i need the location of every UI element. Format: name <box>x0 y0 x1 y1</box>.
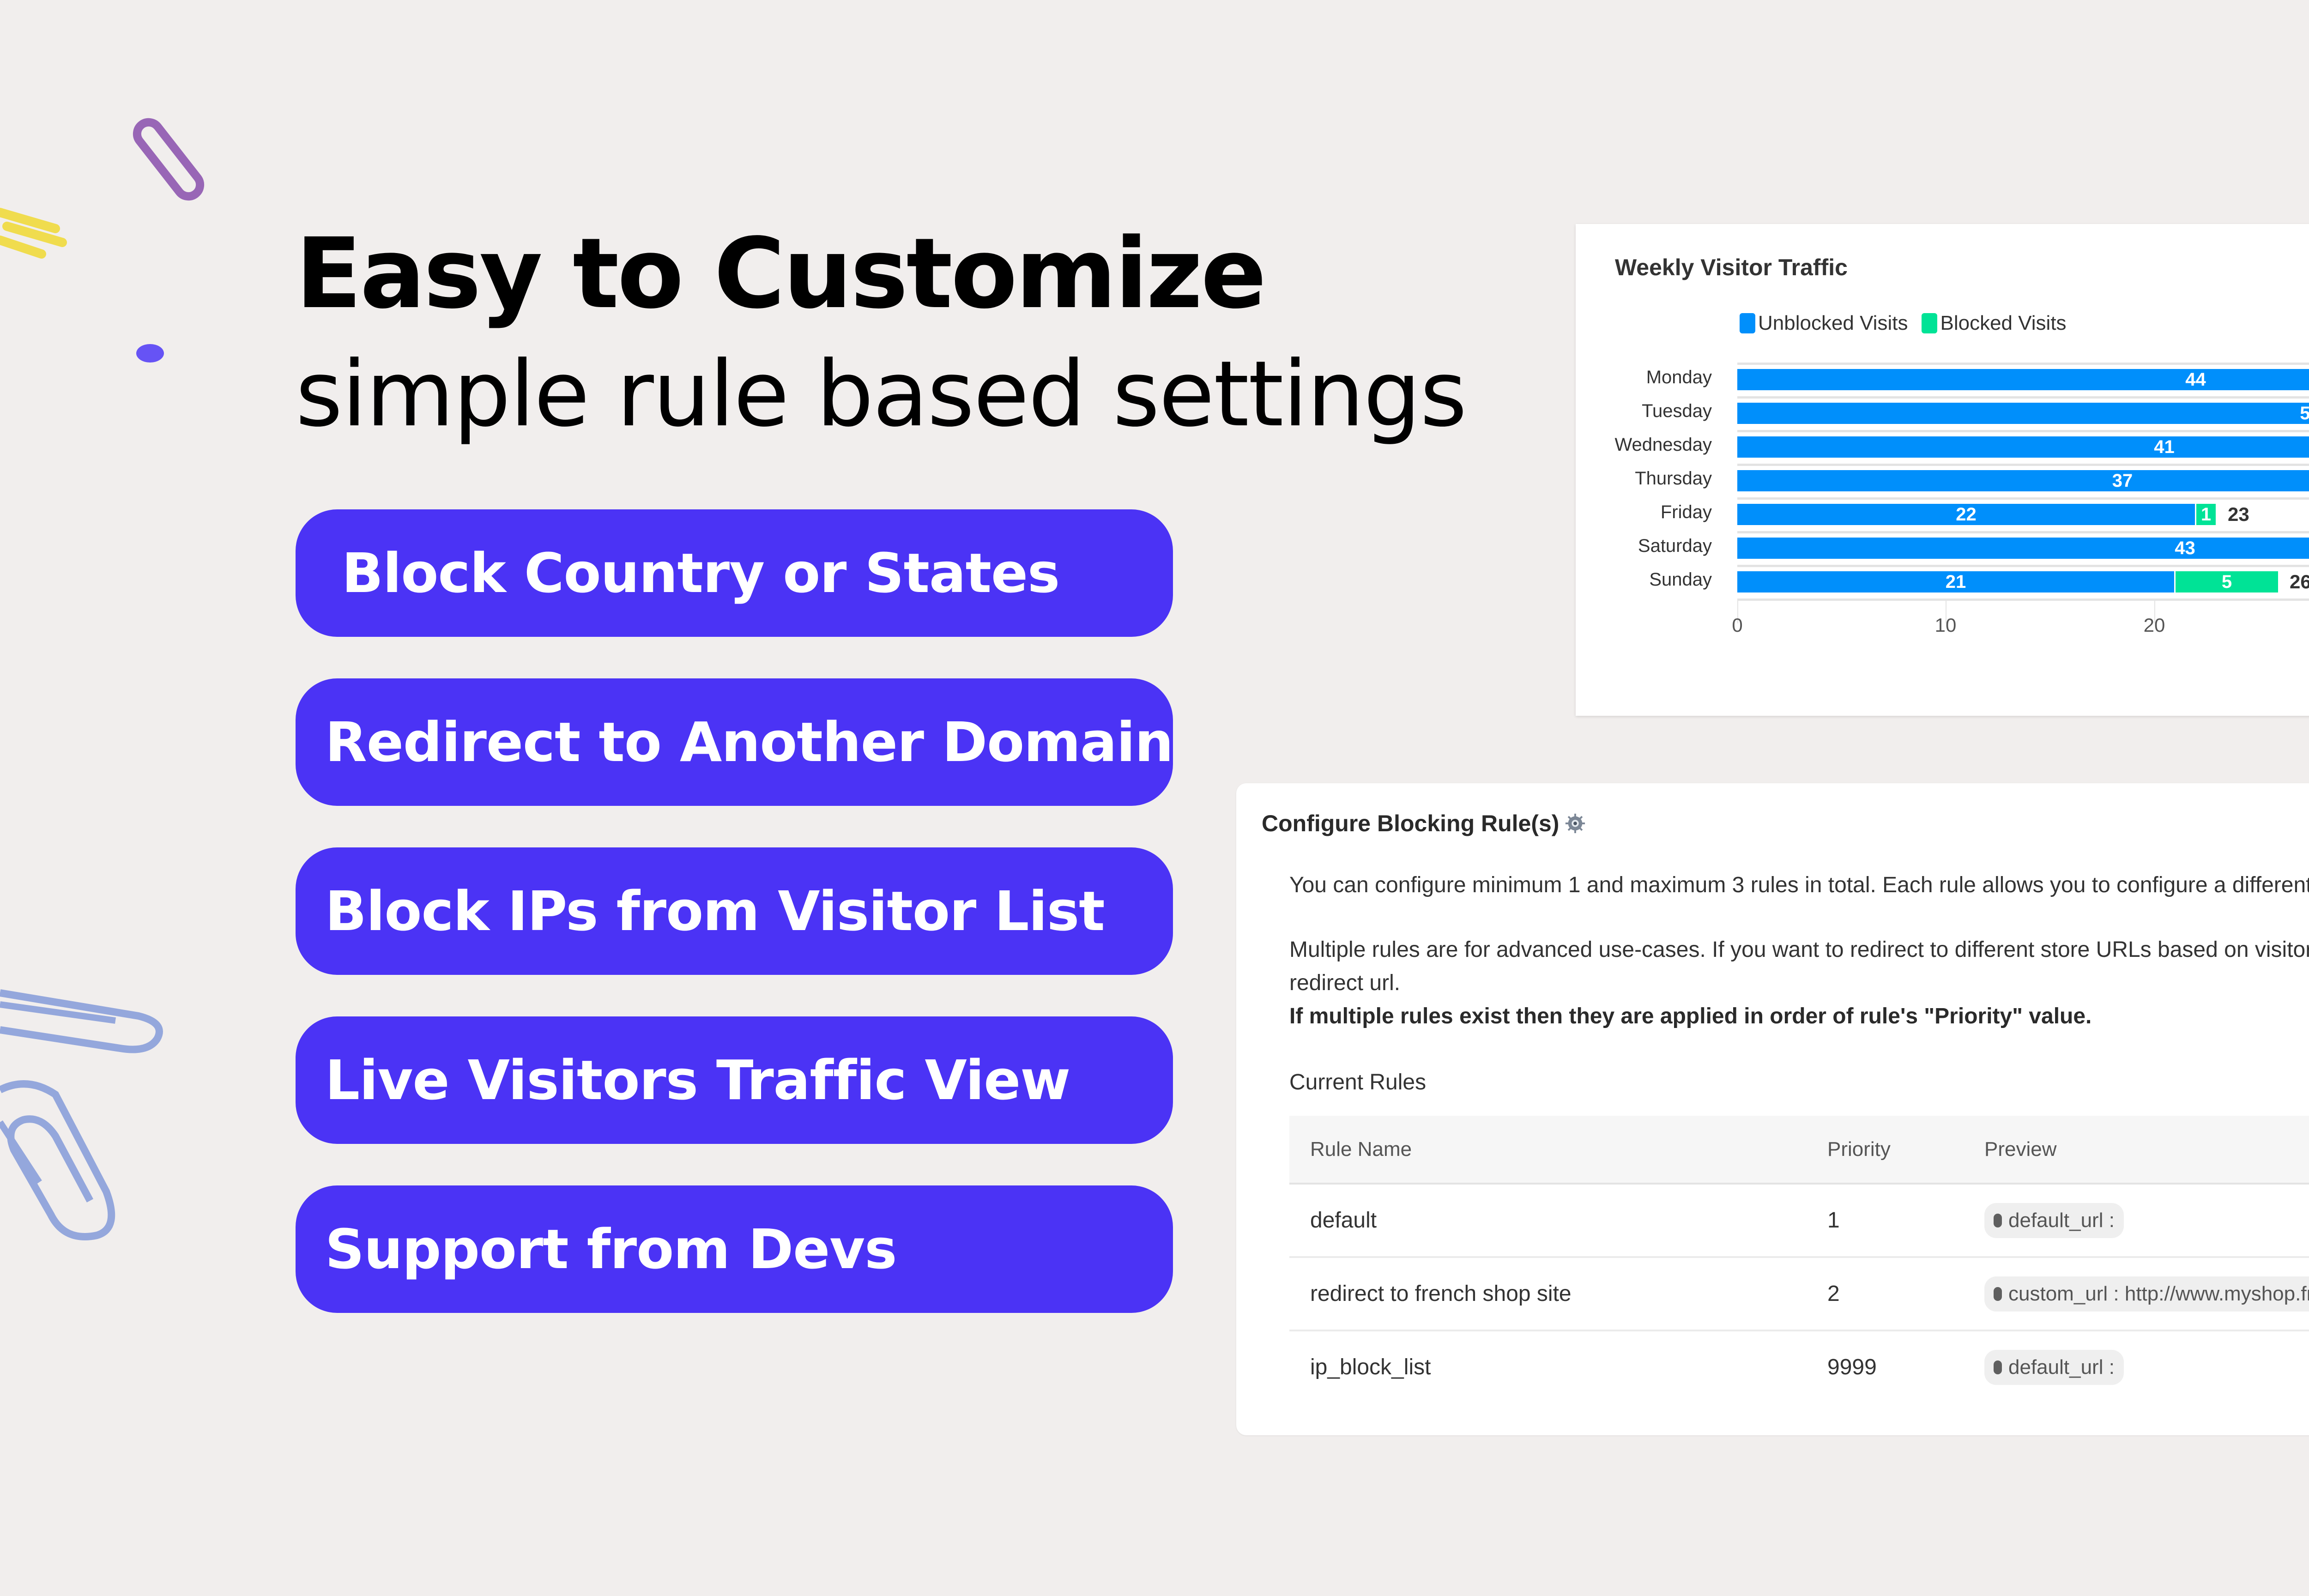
preview-chip: custom_url : http://www.myshop.fr <box>1984 1276 2309 1312</box>
feature-label: Block IPs from Visitor List <box>325 879 1105 943</box>
bar-unblocked[interactable]: 22 <box>1737 504 2196 525</box>
preview-chip: default_url : <box>1984 1203 2124 1238</box>
legend-label: Blocked Visits <box>1940 312 2067 334</box>
purple-dot-icon <box>136 344 164 363</box>
rules-table: Rule Name Priority Preview Action defaul… <box>1289 1116 2309 1403</box>
bar-blocked[interactable]: 1 <box>2196 504 2217 525</box>
rule-name: redirect to french shop site <box>1310 1282 1572 1306</box>
day-label: Wednesday <box>1614 435 1712 455</box>
table-row: redirect to french shop site 2 custom_ur… <box>1289 1258 2309 1331</box>
column-header-preview: Preview <box>1984 1137 2057 1161</box>
legend-swatch-blocked <box>1922 313 1938 333</box>
bar-blocked[interactable]: 5 <box>2176 571 2279 592</box>
column-header-rule-name: Rule Name <box>1310 1137 1412 1161</box>
rule-priority: 9999 <box>1827 1355 1877 1379</box>
rule-priority: 1 <box>1827 1208 1840 1233</box>
bar-unblocked[interactable]: 43 <box>1737 538 2309 559</box>
x-tick: 20 <box>2143 614 2165 636</box>
gear-icon <box>1566 813 1585 834</box>
rule-name: default <box>1310 1208 1377 1233</box>
bar-unblocked[interactable]: 41 <box>1737 436 2309 458</box>
bullet-icon <box>1994 1360 2002 1374</box>
legend-swatch-unblocked <box>1740 313 1755 333</box>
bar-unblocked[interactable]: 21 <box>1737 571 2176 592</box>
rule-preview: default_url : <box>1984 1331 2124 1403</box>
table-header: Rule Name Priority Preview Action <box>1289 1116 2309 1185</box>
legend-label: Unblocked Visits <box>1758 312 1908 334</box>
bar-unblocked[interactable]: 37 <box>1737 470 2309 491</box>
feature-label: Block Country or States <box>342 541 1060 605</box>
blue-paperclip-icon <box>0 1080 115 1240</box>
feature-label: Redirect to Another Domain <box>325 710 1173 774</box>
rules-section-title: Configure Blocking Rule(s) <box>1262 810 1586 837</box>
yellow-stripes-icon <box>0 208 67 259</box>
rules-title-text: Configure Blocking Rule(s) <box>1262 810 1559 836</box>
feature-label: Live Visitors Traffic View <box>325 1048 1070 1112</box>
day-label: Saturday <box>1638 536 1712 556</box>
bar-row-saturday: Saturday 43 4 47 <box>1638 536 2309 559</box>
x-tick: 10 <box>1934 614 1957 636</box>
bullet-icon <box>1994 1213 2002 1227</box>
rule-name: ip_block_list <box>1310 1355 1431 1379</box>
feature-pill-redirect: Redirect to Another Domain <box>296 678 1173 806</box>
preview-text: custom_url : http://www.myshop.fr <box>2008 1282 2309 1305</box>
bar-unblocked[interactable]: 55 <box>1737 403 2309 424</box>
bar-unblocked[interactable]: 44 <box>1737 369 2309 390</box>
bar-row-tuesday: Tuesday 55 2 57 <box>1642 401 2309 424</box>
bar-row-wednesday: Wednesday 41 4 45 <box>1614 435 2309 458</box>
preview-chip: default_url : <box>1984 1349 2124 1385</box>
day-label: Friday <box>1660 502 1712 522</box>
blocking-rules-card: Configure Blocking Rule(s) You can confi… <box>1236 783 2309 1435</box>
rule-preview: custom_url : http://www.myshop.fr <box>1984 1258 2309 1330</box>
rules-description-1: You can configure minimum 1 and maximum … <box>1289 873 2309 897</box>
bar-total: 23 <box>2228 503 2249 525</box>
bar-row-monday: Monday 44 3 47 <box>1646 367 2309 390</box>
column-header-priority: Priority <box>1827 1137 1891 1161</box>
legend-blocked[interactable]: Blocked Visits <box>1922 312 2067 335</box>
day-label: Monday <box>1646 367 1712 387</box>
feature-pill-live-traffic: Live Visitors Traffic View <box>296 1016 1173 1144</box>
bullet-icon <box>1994 1287 2002 1301</box>
rule-preview: default_url : <box>1984 1185 2124 1256</box>
day-label: Sunday <box>1649 569 1712 590</box>
current-rules-label: Current Rules <box>1289 1070 1427 1094</box>
weekly-traffic-chart-card: Weekly Visitor Traffic Unblocked Visits … <box>1576 224 2309 716</box>
headline: Easy to Customize <box>296 217 1267 330</box>
feature-label: Support from Devs <box>325 1217 897 1281</box>
chart-plot-area: Monday 44 3 47 Tuesday 55 2 57 Wednesday… <box>1614 363 2309 640</box>
chart-title: Weekly Visitor Traffic <box>1615 254 1848 280</box>
table-row: ip_block_list 9999 default_url : Edit De… <box>1289 1331 2309 1403</box>
rule-priority: 2 <box>1827 1282 1840 1306</box>
bar-row-friday: Friday 22 1 23 <box>1661 502 2309 525</box>
legend-unblocked[interactable]: Unblocked Visits <box>1740 312 1908 335</box>
feature-pill-block-ips: Block IPs from Visitor List <box>296 847 1173 975</box>
rules-description-2: Multiple rules are for advanced use-case… <box>1289 937 2309 995</box>
bar-total: 26 <box>2290 571 2309 592</box>
blue-paperclip-icon <box>0 989 163 1053</box>
chart-legend: Unblocked Visits Blocked Visits <box>1740 312 2067 335</box>
subheadline: simple rule based settings <box>296 342 1467 447</box>
table-row: default 1 default_url : Edit Delete <box>1289 1185 2309 1258</box>
rules-priority-note: If multiple rules exist then they are ap… <box>1289 1004 2092 1028</box>
day-label: Thursday <box>1635 468 1712 489</box>
purple-paperclip-icon <box>133 118 205 201</box>
day-label: Tuesday <box>1642 401 1712 421</box>
preview-text: default_url : <box>2008 1209 2115 1232</box>
preview-text: default_url : <box>2008 1355 2115 1378</box>
feature-pill-support: Support from Devs <box>296 1185 1173 1313</box>
feature-pill-block-country: Block Country or States <box>296 509 1173 637</box>
x-tick: 0 <box>1732 614 1743 636</box>
bar-row-sunday: Sunday 21 5 26 <box>1649 569 2309 592</box>
bar-row-thursday: Thursday 37 6 43 <box>1635 468 2309 491</box>
